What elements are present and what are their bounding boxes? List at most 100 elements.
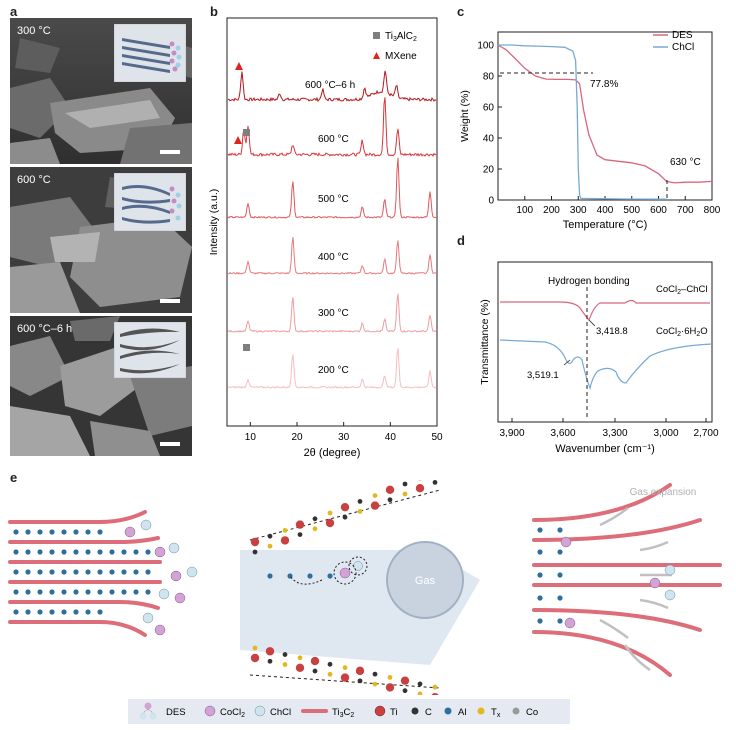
panel-label-c: c [457,4,465,19]
sem-texture [10,316,192,456]
lattice-atom [340,503,350,512]
al-atom [109,589,115,595]
al-atom [121,549,127,555]
lattice-atom [402,481,408,487]
tga-ytick-label: 0 [488,196,494,207]
ftir-series-label-1: CoCl2–ChCl [656,284,707,296]
al-atom [97,569,103,575]
lattice-atom [295,520,305,529]
panel-label-a: a [10,4,18,19]
lattice-atom [327,661,333,667]
lattice-atom [415,484,425,493]
al-atom [145,549,151,555]
tga-curves [497,44,713,200]
al-atom [537,618,543,624]
legend-tx-icon [477,707,485,715]
chcl-molecule [664,564,676,576]
xrd-label-300: 300 °C [318,308,349,319]
al-atom [307,573,313,579]
lattice-atom [372,671,378,677]
al-atom [97,589,103,595]
lattice-atom [252,645,258,651]
gas-bubble [386,541,464,619]
legend-ti3c2-text: Ti3C2 [332,707,354,719]
al-atom [133,549,139,555]
cocl2-molecule [339,567,351,579]
tga-xtick-label: 300 [570,205,587,216]
lattice-atom [370,501,380,510]
layered-inset-icon [114,173,186,231]
al-atom [13,569,19,575]
xrd-xtick-label: 50 [431,432,443,443]
al-atom [49,529,55,535]
al-atom [37,529,43,535]
lattice-atom [431,693,439,695]
layered-inset-icon [114,24,186,82]
al-atom [267,573,273,579]
gas-flow-arrows [599,507,672,672]
lattice-atom [265,647,275,656]
legend-mxene-marker [373,52,380,59]
lattice-atom [385,683,395,692]
xrd-label-500: 500 °C [318,194,349,205]
lattice-atom [327,510,333,516]
al-atom [73,589,79,595]
al-atom [73,569,79,575]
al-atom [97,549,103,555]
ftir-series-cocl2-6h2o [499,339,713,390]
al-atom [557,595,563,601]
al-atom [61,549,67,555]
lattice-atom [372,681,378,687]
lattice-atom [280,536,290,545]
al-atom [97,529,103,535]
tga-legend-des: DES [672,30,693,41]
tga-xlabel: Temperature (°C) [563,219,647,231]
schematic-center: Gas [240,480,480,695]
lattice-atom [340,673,350,682]
ftir-peak2-label: 3,519.1 [527,370,559,381]
lattice-atom [417,681,423,687]
al-atom [73,549,79,555]
lattice-atom [418,480,422,481]
panel-label-e: e [10,470,18,485]
tga-xtick-label: 700 [677,205,694,216]
tga-annotation-630: 630 °C [670,157,701,168]
al-atom [557,618,563,624]
lattice-atom [417,691,423,695]
lattice-atom [357,678,363,684]
al-atom [13,609,19,615]
al-atom [13,549,19,555]
ftir-xtick-label: 3,300 [602,428,627,439]
al-atom [73,529,79,535]
al-atom [49,549,55,555]
xrd-xtick-label: 30 [338,432,350,443]
ftir-peak1-leader [588,319,596,327]
tga-xtick-label: 200 [543,205,560,216]
xrd-label-600: 600 °C [318,134,349,145]
ftir-series-label-2: CoCl2·6H2O [656,326,708,338]
lattice-atom [250,537,260,547]
ftir-ylabel: Transmittance (%) [479,299,491,384]
legend-ti-text: Ti [390,707,398,718]
al-atom [109,569,115,575]
ftir-series-cocl2-chcl [500,299,710,322]
tga-ytick-label: 60 [483,103,495,114]
al-atom [25,529,31,535]
lattice-atom [312,516,318,522]
al-atom [37,609,43,615]
tga-annotation-778: 77.8% [590,79,618,90]
lattice-atom [267,543,273,549]
legend-c-text: C [425,707,432,718]
lattice-atom [282,652,288,657]
legend-chcl-icon [254,705,266,717]
legend-cocl2-icon [204,705,216,717]
tga-xtick-label: 800 [704,205,721,216]
schematic-left-stack [8,510,162,637]
ftir-hbond-label: Hydrogen bonding [548,276,630,287]
lattice-atom [310,656,320,666]
xrd-label-400: 400 °C [318,252,349,263]
left-des-molecules [124,519,198,636]
lattice-atom [297,532,303,537]
xrd-series-5 [227,348,437,389]
lattice-atom [312,668,318,674]
